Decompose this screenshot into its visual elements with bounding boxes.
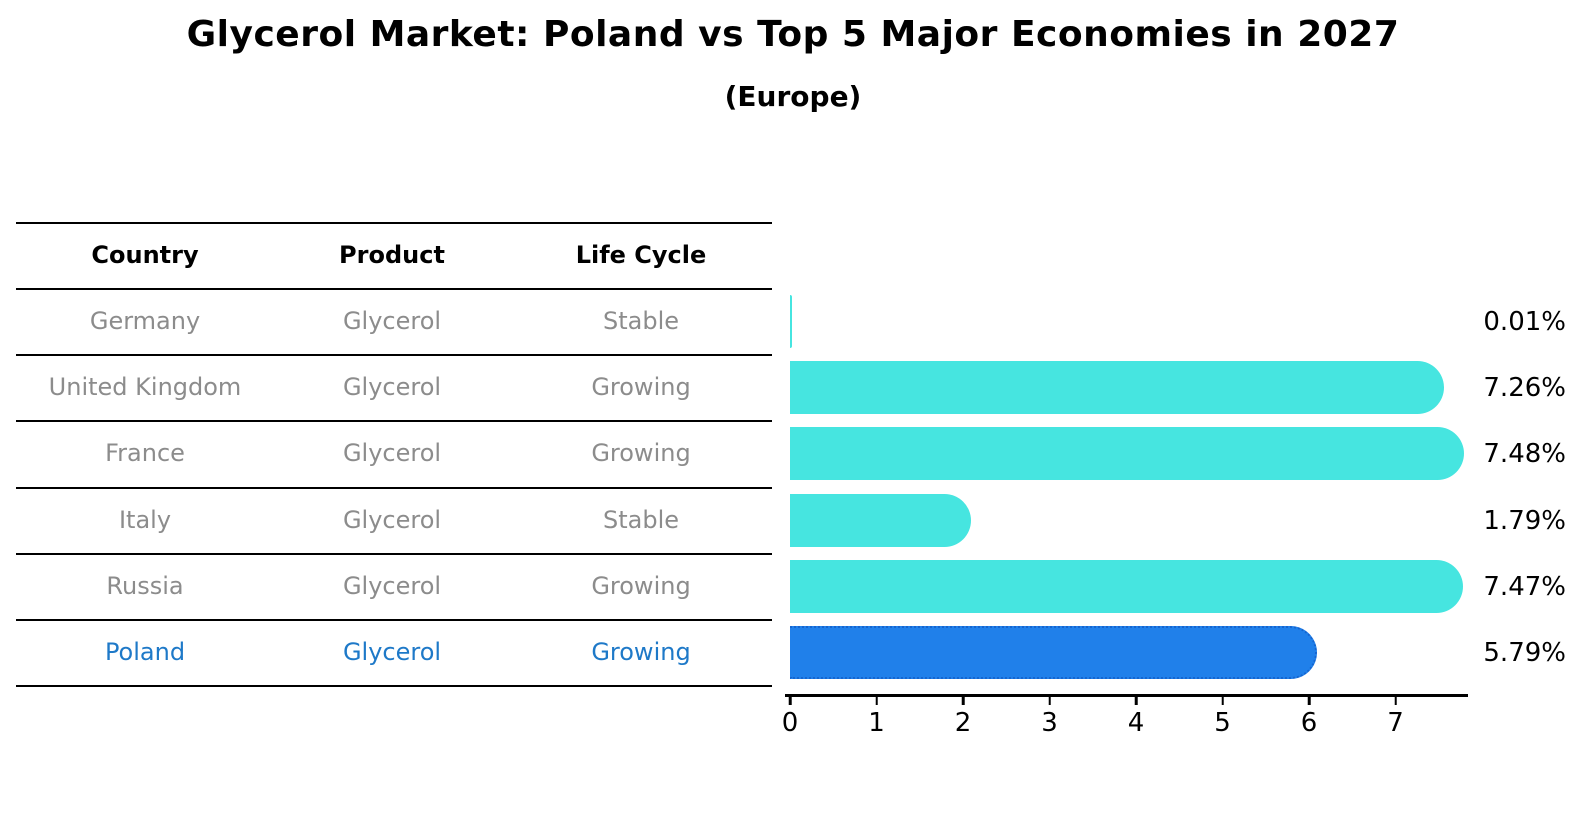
tick-mark bbox=[1394, 696, 1397, 705]
column-header-country: Country bbox=[91, 241, 199, 269]
table-row: Russia Glycerol Growing bbox=[16, 553, 772, 619]
cell-life-cycle: Stable bbox=[602, 506, 680, 534]
tick-mark bbox=[788, 696, 792, 705]
cell-country: United Kingdom bbox=[48, 373, 242, 401]
table-row-line bbox=[16, 619, 772, 621]
bar bbox=[790, 361, 1444, 414]
x-tick: 2 bbox=[954, 696, 972, 738]
table-row: Germany Glycerol Stable bbox=[16, 288, 772, 354]
cell-country: France bbox=[105, 439, 185, 467]
cell-life-cycle: Growing bbox=[591, 439, 691, 467]
bar-value-label: 7.48% bbox=[1483, 439, 1566, 469]
table-border-bottom bbox=[16, 685, 772, 687]
x-tick: 1 bbox=[868, 696, 885, 738]
bar bbox=[790, 560, 1463, 613]
table-header-row: Country Product Life Cycle bbox=[16, 222, 772, 288]
table-header-underline bbox=[16, 288, 772, 290]
cell-product: Glycerol bbox=[342, 572, 442, 600]
table-row: Poland Glycerol Growing bbox=[16, 619, 772, 685]
table-row-line bbox=[16, 354, 772, 356]
tick-label: 1 bbox=[868, 708, 885, 738]
cell-product: Glycerol bbox=[342, 307, 442, 335]
bar-value-label: 5.79% bbox=[1483, 638, 1566, 668]
x-tick: 3 bbox=[1041, 696, 1058, 738]
cell-life-cycle: Growing bbox=[591, 373, 691, 401]
tick-mark bbox=[1048, 696, 1051, 705]
bar bbox=[790, 494, 971, 547]
tick-mark bbox=[1307, 696, 1311, 705]
tick-label: 7 bbox=[1387, 708, 1404, 738]
column-header-life-cycle: Life Cycle bbox=[575, 241, 707, 269]
table-row: Italy Glycerol Stable bbox=[16, 487, 772, 553]
x-tick: 0 bbox=[781, 696, 799, 738]
table-row-line bbox=[16, 487, 772, 489]
tick-mark bbox=[1221, 696, 1224, 705]
table-row-line bbox=[16, 553, 772, 555]
tick-mark bbox=[875, 696, 878, 705]
cell-life-cycle: Growing bbox=[591, 572, 691, 600]
bar-value-label: 7.47% bbox=[1483, 572, 1566, 602]
cell-life-cycle: Stable bbox=[602, 307, 680, 335]
column-header-product: Product bbox=[339, 241, 445, 269]
bar bbox=[790, 295, 792, 348]
table-row-line bbox=[16, 420, 772, 422]
chart-subtitle: (Europe) bbox=[724, 80, 862, 113]
x-tick: 7 bbox=[1387, 696, 1404, 738]
cell-country: Russia bbox=[106, 572, 184, 600]
tick-label: 2 bbox=[954, 708, 972, 738]
cell-product: Glycerol bbox=[342, 439, 442, 467]
chart-title: Glycerol Market: Poland vs Top 5 Major E… bbox=[186, 14, 1400, 55]
tick-mark bbox=[961, 696, 965, 705]
bar-value-label: 1.79% bbox=[1483, 506, 1566, 536]
cell-country: Italy bbox=[118, 506, 172, 534]
cell-product: Glycerol bbox=[342, 373, 442, 401]
tick-label: 4 bbox=[1127, 708, 1145, 738]
cell-product: Glycerol bbox=[342, 638, 442, 666]
tick-label: 5 bbox=[1214, 708, 1231, 738]
tick-label: 3 bbox=[1041, 708, 1058, 738]
x-tick: 6 bbox=[1300, 696, 1318, 738]
x-tick: 4 bbox=[1127, 696, 1145, 738]
x-axis-line bbox=[785, 694, 1468, 697]
cell-country: Germany bbox=[89, 307, 201, 335]
cell-life-cycle: Growing bbox=[591, 638, 691, 666]
table-row: United Kingdom Glycerol Growing bbox=[16, 354, 772, 420]
bar bbox=[790, 427, 1464, 480]
bar bbox=[790, 626, 1317, 679]
tick-mark bbox=[1134, 696, 1138, 705]
cell-product: Glycerol bbox=[342, 506, 442, 534]
table-row: France Glycerol Growing bbox=[16, 420, 772, 486]
tick-label: 0 bbox=[781, 708, 799, 738]
tick-label: 6 bbox=[1300, 708, 1318, 738]
cell-country: Poland bbox=[104, 638, 186, 666]
bar-value-label: 7.26% bbox=[1483, 373, 1566, 403]
table-border-top bbox=[16, 222, 772, 224]
x-tick: 5 bbox=[1214, 696, 1231, 738]
bar-value-label: 0.01% bbox=[1483, 307, 1566, 337]
